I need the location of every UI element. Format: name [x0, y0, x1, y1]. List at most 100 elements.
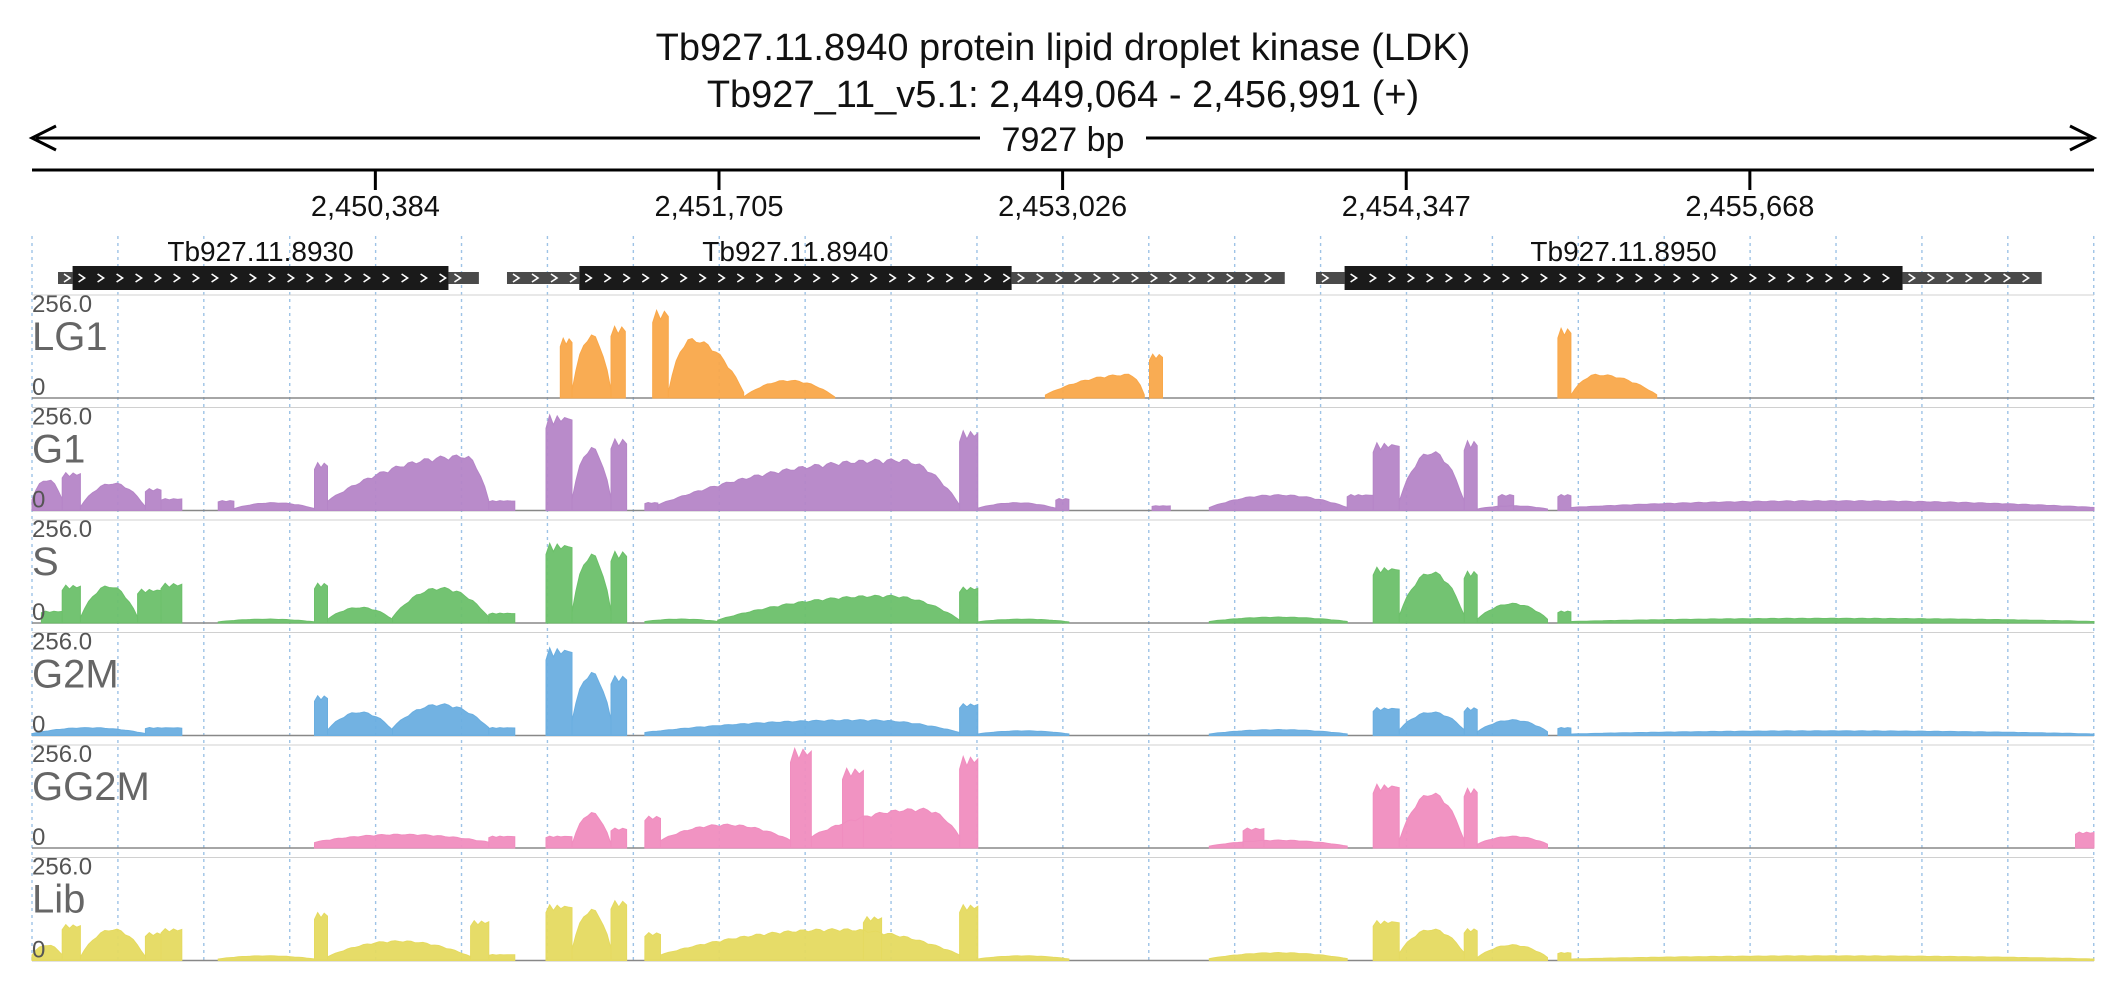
x-tick-label: 2,451,705	[654, 191, 783, 223]
track-scale-max: 256.0	[32, 404, 92, 431]
strand-chevron	[1844, 273, 1853, 283]
strand-chevron	[1055, 273, 1064, 283]
region-coordinates: Tb927_11_v5.1: 2,449,064 - 2,456,991 (+)	[707, 74, 1419, 116]
track-name: G2M	[32, 653, 119, 697]
strand-chevron	[1321, 273, 1330, 283]
strand-chevron	[306, 273, 315, 283]
track-scale-min: 0	[32, 374, 45, 401]
strand-chevron	[1245, 273, 1254, 283]
strand-chevron	[1002, 273, 1011, 283]
strand-chevron	[698, 273, 707, 283]
strand-chevron	[850, 273, 859, 283]
strand-chevron	[1502, 273, 1511, 283]
track-scale-min: 0	[32, 824, 45, 851]
strand-chevron	[78, 273, 87, 283]
strand-chevron	[1350, 273, 1359, 283]
strand-chevron	[1654, 273, 1663, 283]
strand-chevron	[1226, 273, 1235, 283]
strand-chevron	[736, 273, 745, 283]
strand-chevron	[1036, 273, 1045, 283]
strand-chevron	[2022, 273, 2030, 283]
strand-chevron	[454, 273, 462, 283]
strand-chevron	[1369, 273, 1378, 283]
strand-chevron	[1711, 273, 1720, 283]
strand-chevron	[1749, 273, 1758, 283]
strand-chevron	[1559, 273, 1568, 283]
strand-chevron	[1673, 273, 1682, 283]
strand-chevron	[584, 273, 593, 283]
strand-chevron	[363, 273, 372, 283]
gene-cds	[579, 266, 1012, 290]
strand-chevron	[1984, 273, 1992, 283]
strand-chevron	[869, 273, 878, 283]
strand-chevron	[1407, 273, 1416, 283]
strand-chevron	[1787, 273, 1796, 283]
coverage-area	[31, 646, 2095, 736]
span-arrow	[28, 124, 2098, 152]
strand-chevron	[2003, 273, 2011, 283]
strand-chevron	[439, 273, 448, 283]
gene-model: Tb927.11.8950	[1315, 236, 2042, 290]
strand-chevron	[173, 273, 182, 283]
strand-chevron	[1768, 273, 1777, 283]
track-scale-max: 256.0	[32, 741, 92, 768]
strand-chevron	[641, 273, 650, 283]
gene-utr5	[58, 272, 73, 284]
gene-cds	[72, 266, 449, 290]
strand-chevron	[1927, 273, 1935, 283]
strand-chevron	[603, 273, 612, 283]
strand-chevron	[1426, 273, 1435, 283]
strand-chevron	[569, 273, 578, 283]
strand-chevron	[1464, 273, 1473, 283]
strand-chevron	[401, 273, 410, 283]
gene-utr3	[1011, 272, 1285, 284]
coverage-area	[313, 746, 2095, 849]
strand-chevron	[249, 273, 258, 283]
strand-chevron	[774, 273, 783, 283]
track-scale-min: 0	[32, 487, 45, 514]
strand-chevron	[1131, 273, 1140, 283]
gene-model: Tb927.11.8930	[58, 236, 479, 290]
gene-label: Tb927.11.8950	[1530, 236, 1716, 267]
strand-chevron	[831, 273, 840, 283]
coverage-area	[559, 308, 1658, 399]
strand-chevron	[1207, 273, 1216, 283]
strand-chevron	[63, 273, 72, 283]
strand-chevron	[1692, 273, 1701, 283]
strand-chevron	[1946, 273, 1954, 283]
coverage-track-g2m: 256.0 0 G2M	[31, 629, 2095, 739]
span-length-label: 7927 bp	[1002, 121, 1125, 159]
track-scale-max: 256.0	[32, 629, 92, 656]
track-scale-max: 256.0	[32, 291, 92, 318]
gene-label: Tb927.11.8930	[167, 236, 353, 267]
grid-lines	[31, 236, 2095, 960]
strand-chevron	[325, 273, 334, 283]
track-name: Lib	[32, 878, 85, 922]
coverage-area	[31, 899, 2095, 961]
strand-chevron	[1188, 273, 1197, 283]
strand-chevron	[1863, 273, 1872, 283]
strand-chevron	[907, 273, 916, 283]
strand-chevron	[1074, 273, 1083, 283]
strand-chevron	[945, 273, 954, 283]
coverage-track-lib: 256.0 0 Lib	[31, 854, 2095, 964]
strand-chevron	[116, 273, 125, 283]
strand-chevron	[1730, 273, 1739, 283]
track-name: S	[32, 540, 59, 584]
track-scale-min: 0	[32, 712, 45, 739]
strand-chevron	[1965, 273, 1973, 283]
track-name: LG1	[32, 315, 108, 359]
coverage-track-g1: 256.0 0 G1	[31, 404, 2095, 514]
strand-chevron	[679, 273, 688, 283]
gene-label: Tb927.11.8940	[702, 236, 888, 267]
strand-chevron	[1616, 273, 1625, 283]
strand-chevron	[755, 273, 764, 283]
strand-chevron	[230, 273, 239, 283]
strand-chevron	[1169, 273, 1178, 283]
strand-chevron	[717, 273, 726, 283]
track-scale-max: 256.0	[32, 854, 92, 881]
strand-chevron	[1388, 273, 1397, 283]
strand-chevron	[512, 273, 521, 283]
strand-chevron	[420, 273, 429, 283]
